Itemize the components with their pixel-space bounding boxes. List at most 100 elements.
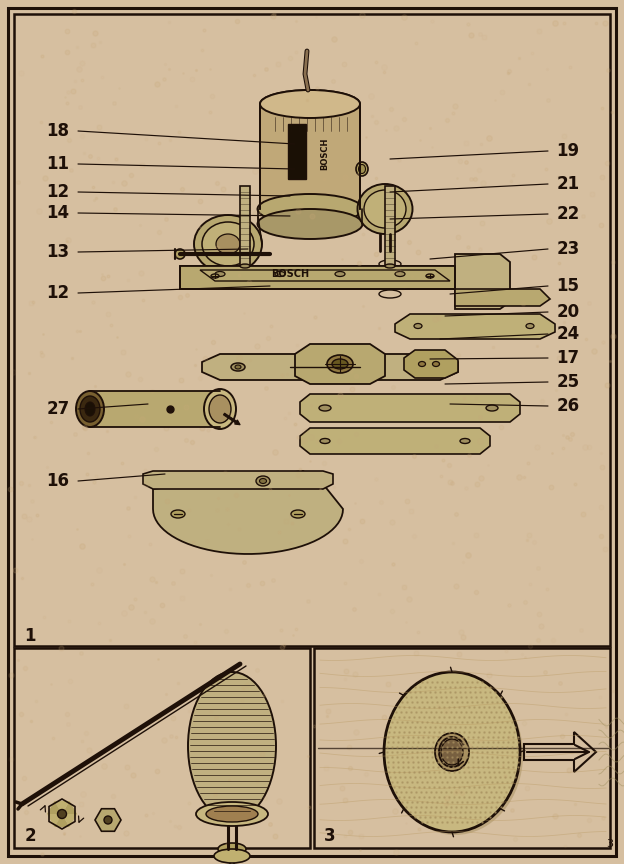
Polygon shape xyxy=(455,289,550,306)
Text: 19: 19 xyxy=(557,142,580,160)
Text: 17: 17 xyxy=(557,349,580,367)
Ellipse shape xyxy=(358,184,412,234)
Text: 20: 20 xyxy=(557,303,580,321)
Bar xyxy=(260,104,360,209)
Ellipse shape xyxy=(104,816,112,824)
Text: 18: 18 xyxy=(47,122,69,140)
Polygon shape xyxy=(180,266,455,289)
Polygon shape xyxy=(47,801,62,814)
Ellipse shape xyxy=(218,843,246,855)
Ellipse shape xyxy=(202,222,254,266)
Bar xyxy=(288,124,306,179)
Text: 12: 12 xyxy=(46,284,69,302)
Polygon shape xyxy=(200,270,450,281)
Text: 24: 24 xyxy=(557,325,580,343)
Text: 14: 14 xyxy=(46,204,69,222)
Ellipse shape xyxy=(260,479,266,484)
Bar xyxy=(240,186,250,266)
Text: 3: 3 xyxy=(607,839,613,849)
Text: 15: 15 xyxy=(557,277,580,295)
Ellipse shape xyxy=(356,162,368,176)
Ellipse shape xyxy=(414,323,422,328)
Ellipse shape xyxy=(211,274,219,278)
Text: BOSCH: BOSCH xyxy=(271,269,309,279)
Polygon shape xyxy=(54,814,69,827)
Polygon shape xyxy=(54,801,69,814)
Ellipse shape xyxy=(364,190,406,228)
Ellipse shape xyxy=(258,194,363,224)
Polygon shape xyxy=(143,471,333,489)
Ellipse shape xyxy=(216,234,240,254)
Ellipse shape xyxy=(171,510,185,518)
Polygon shape xyxy=(395,314,555,339)
Ellipse shape xyxy=(204,389,236,429)
Ellipse shape xyxy=(80,396,100,422)
Ellipse shape xyxy=(194,215,262,273)
Ellipse shape xyxy=(387,675,523,835)
Text: 13: 13 xyxy=(46,243,69,261)
Text: 1: 1 xyxy=(24,627,36,645)
Text: 26: 26 xyxy=(557,397,580,415)
Ellipse shape xyxy=(85,402,95,416)
Polygon shape xyxy=(295,344,385,384)
Ellipse shape xyxy=(214,849,250,863)
Ellipse shape xyxy=(231,363,245,371)
Ellipse shape xyxy=(426,274,434,278)
Ellipse shape xyxy=(275,271,285,276)
Ellipse shape xyxy=(526,323,534,328)
Text: 22: 22 xyxy=(557,205,580,223)
Ellipse shape xyxy=(319,405,331,411)
Ellipse shape xyxy=(385,264,395,268)
Ellipse shape xyxy=(188,672,276,820)
Bar xyxy=(14,14,610,646)
Text: 3: 3 xyxy=(324,827,336,845)
Ellipse shape xyxy=(175,249,185,259)
Ellipse shape xyxy=(320,439,330,443)
Polygon shape xyxy=(300,428,490,454)
Polygon shape xyxy=(404,350,458,378)
Text: BOSCH: BOSCH xyxy=(321,138,329,170)
Ellipse shape xyxy=(460,439,470,443)
FancyArrow shape xyxy=(223,413,240,425)
Text: 12: 12 xyxy=(46,183,69,201)
Bar xyxy=(14,648,310,848)
Ellipse shape xyxy=(196,802,268,826)
Ellipse shape xyxy=(419,361,426,366)
Ellipse shape xyxy=(335,271,345,276)
Polygon shape xyxy=(153,471,343,554)
Ellipse shape xyxy=(486,405,498,411)
Ellipse shape xyxy=(240,264,250,268)
Ellipse shape xyxy=(76,391,104,427)
Ellipse shape xyxy=(359,164,366,174)
Ellipse shape xyxy=(215,271,225,276)
Ellipse shape xyxy=(291,510,305,518)
Text: 11: 11 xyxy=(47,155,69,173)
Ellipse shape xyxy=(327,355,353,373)
Ellipse shape xyxy=(209,395,231,423)
Ellipse shape xyxy=(258,209,363,239)
Polygon shape xyxy=(180,266,470,279)
Ellipse shape xyxy=(435,733,469,771)
Ellipse shape xyxy=(441,739,463,765)
Ellipse shape xyxy=(235,365,241,369)
Text: 27: 27 xyxy=(46,400,70,418)
Ellipse shape xyxy=(206,806,258,822)
Ellipse shape xyxy=(256,476,270,486)
Ellipse shape xyxy=(57,810,67,818)
Text: 21: 21 xyxy=(557,175,580,193)
Ellipse shape xyxy=(395,271,405,276)
Bar xyxy=(90,391,220,427)
Polygon shape xyxy=(202,354,458,380)
Ellipse shape xyxy=(260,195,360,223)
Ellipse shape xyxy=(260,90,360,118)
Bar xyxy=(314,648,610,848)
Polygon shape xyxy=(62,814,77,827)
Ellipse shape xyxy=(260,90,360,118)
Ellipse shape xyxy=(384,672,520,832)
Bar xyxy=(385,186,395,266)
Ellipse shape xyxy=(332,359,348,369)
Polygon shape xyxy=(62,801,77,814)
Polygon shape xyxy=(455,254,510,309)
Polygon shape xyxy=(47,814,62,827)
Text: 16: 16 xyxy=(47,472,69,490)
